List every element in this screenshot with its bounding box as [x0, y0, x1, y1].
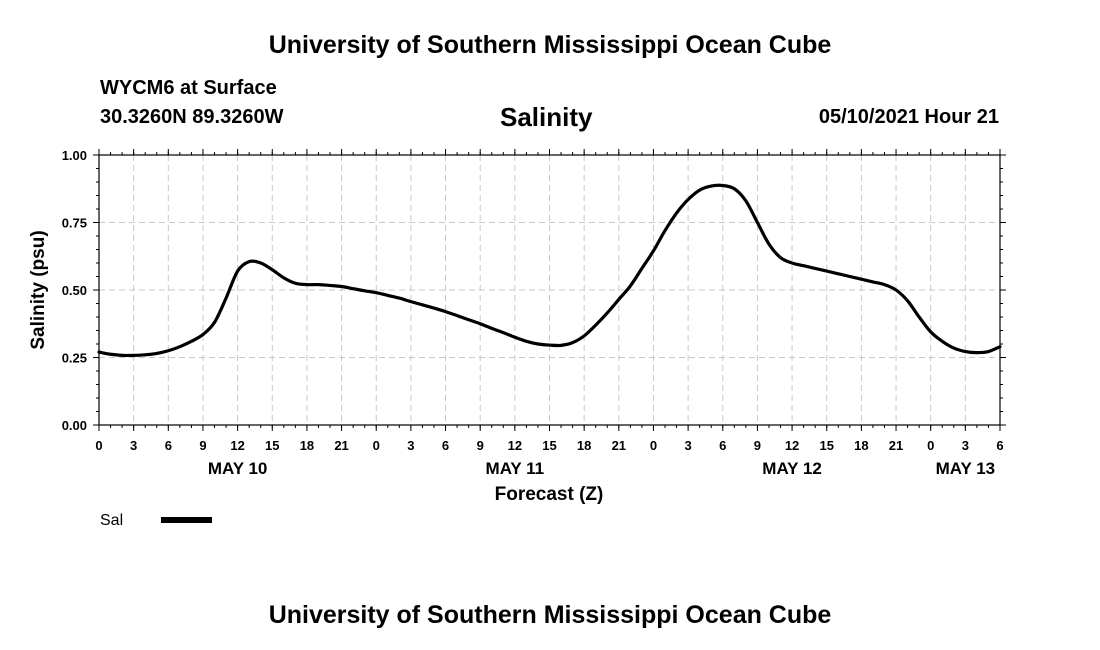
x-axis: 0 3 6 9 12 15 18 21 0 3 6 9 12 15 18 21 0 3 6 9 12 15 18 21 0 3 6M…	[95, 149, 1004, 478]
y-tick-label: 0.75	[62, 216, 87, 231]
y-axis: 0.00 0.25 0.50 0.75 1.00	[62, 148, 1006, 433]
x-tick-label: 21	[612, 438, 626, 453]
x-day-label: MAY 12	[762, 459, 822, 478]
x-tick-label: 15	[819, 438, 833, 453]
x-tick-label: 3	[684, 438, 691, 453]
x-tick-label: 15	[542, 438, 556, 453]
x-tick-label: 18	[854, 438, 868, 453]
top-title: University of Southern Mississippi Ocean…	[268, 31, 832, 59]
x-tick-label: 9	[199, 438, 206, 453]
bottom-title: University of Southern Mississippi Ocean…	[268, 601, 832, 629]
x-tick-label: 9	[754, 438, 761, 453]
x-tick-label: 18	[577, 438, 591, 453]
series-line-sal	[97, 183, 1002, 358]
x-tick-label: 0	[373, 438, 380, 453]
chart-title: Salinity	[500, 102, 593, 132]
station-label: WYCM6 at Surface	[100, 77, 277, 99]
x-tick-label: 0	[650, 438, 657, 453]
grid-lines	[99, 155, 1000, 425]
x-tick-label: 6	[996, 438, 1003, 453]
x-tick-label: 0	[927, 438, 934, 453]
legend-swatch-sal	[161, 517, 212, 523]
x-day-label: MAY 11	[486, 459, 545, 478]
forecast-timestamp: 05/10/2021 Hour 21	[818, 106, 999, 128]
y-tick-label: 0.25	[62, 351, 87, 366]
y-axis-label: Salinity (psu)	[28, 230, 49, 349]
x-tick-label: 21	[334, 438, 348, 453]
x-axis-label: Forecast (Z)	[495, 484, 604, 505]
y-tick-label: 0.00	[62, 418, 87, 433]
y-tick-label: 1.00	[62, 148, 87, 163]
x-day-label: MAY 10	[208, 459, 268, 478]
x-tick-label: 3	[407, 438, 414, 453]
x-tick-label: 15	[265, 438, 279, 453]
x-tick-label: 9	[477, 438, 484, 453]
x-tick-label: 3	[962, 438, 969, 453]
x-tick-label: 3	[130, 438, 137, 453]
x-tick-label: 6	[165, 438, 172, 453]
x-tick-label: 12	[785, 438, 799, 453]
x-tick-label: 12	[230, 438, 244, 453]
station-coords: 30.3260N 89.3260W	[100, 106, 284, 128]
x-tick-label: 6	[442, 438, 449, 453]
x-tick-label: 21	[889, 438, 903, 453]
x-day-label: MAY 13	[936, 459, 996, 478]
x-tick-label: 6	[719, 438, 726, 453]
x-tick-label: 12	[508, 438, 522, 453]
legend-label: Sal	[100, 512, 123, 529]
y-tick-label: 0.50	[62, 283, 87, 298]
x-tick-label: 18	[300, 438, 314, 453]
x-tick-label: 0	[95, 438, 102, 453]
